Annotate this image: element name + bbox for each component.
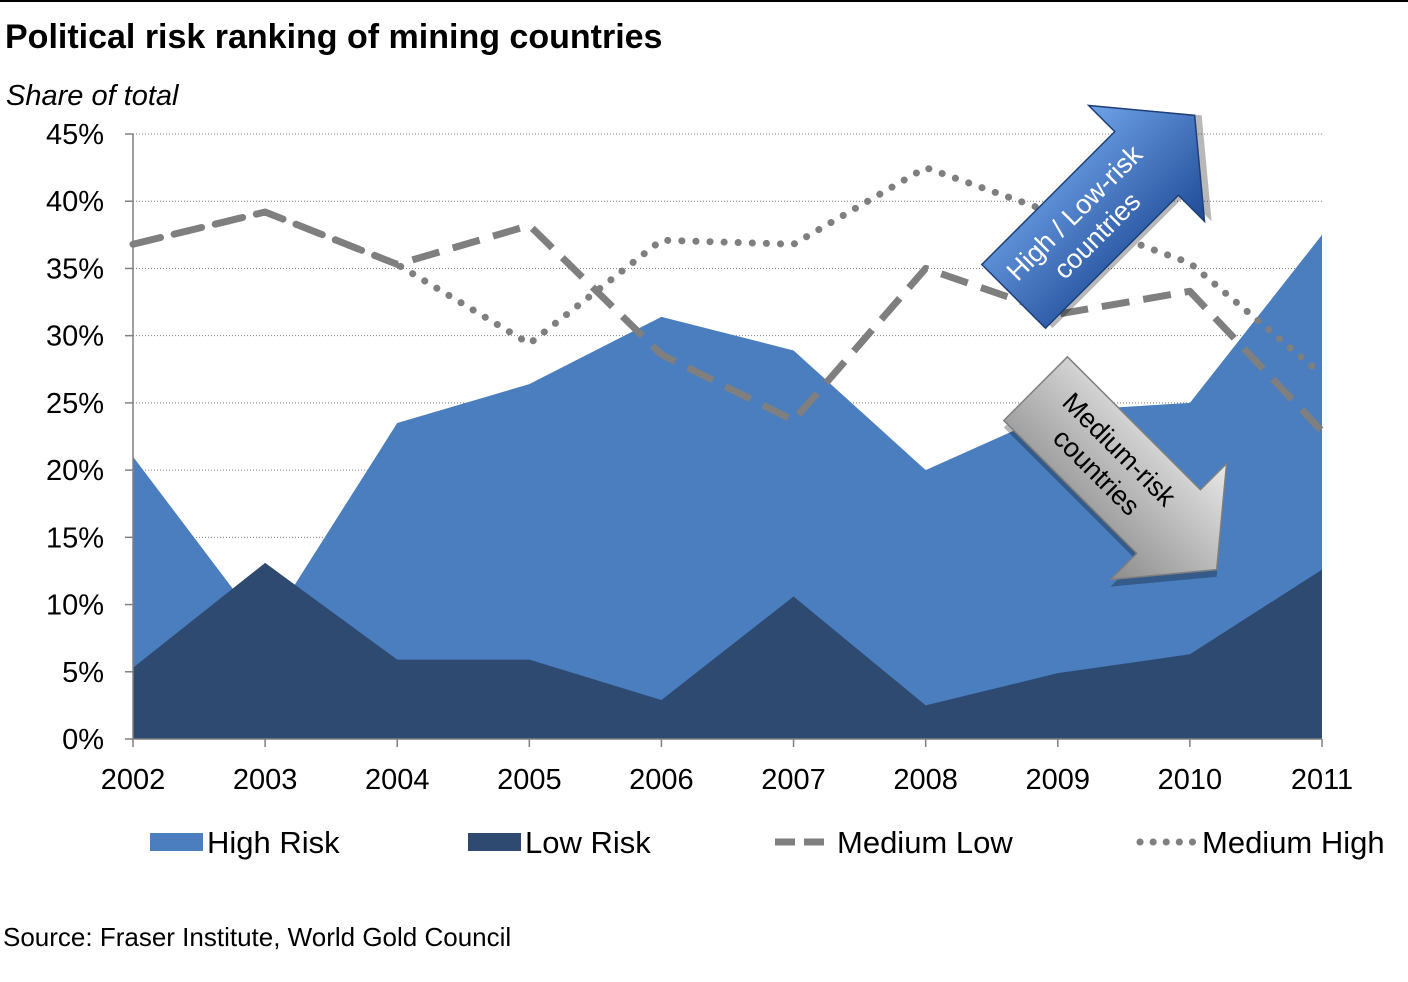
- area-series: [133, 234, 1322, 740]
- x-tick-label: 2011: [1291, 764, 1353, 796]
- y-tick-label: 20%: [46, 455, 104, 487]
- callout-medium-risk-shape: [1002, 355, 1228, 581]
- top-rule: [0, 0, 1408, 2]
- axes: 0% 5% 10% 15% 20% 25% 30% 35% 40% 45% 2002 2003 2004…: [46, 119, 1353, 796]
- source-note: Source: Fraser Institute, World Gold Cou…: [3, 922, 512, 952]
- y-tick-label: 35%: [46, 253, 104, 285]
- x-tick-label: 2010: [1158, 764, 1223, 796]
- x-tick-label: 2007: [761, 764, 826, 796]
- legend: High Risk Low Risk Medium Low Medium High: [150, 825, 1385, 860]
- chart-title: Political risk ranking of mining countri…: [5, 18, 663, 56]
- x-tick-label: 2006: [629, 764, 694, 796]
- y-tick-label: 10%: [46, 590, 104, 622]
- legend-swatch-low-risk: [468, 833, 521, 851]
- legend-label-medium-high: Medium High: [1202, 825, 1385, 860]
- x-tick-label: 2009: [1026, 764, 1091, 796]
- x-tick-label: 2008: [893, 764, 958, 796]
- legend-label-medium-low: Medium Low: [837, 825, 1013, 860]
- y-tick-label: 40%: [46, 186, 104, 218]
- legend-label-low-risk: Low Risk: [525, 825, 651, 860]
- line-series: [129, 164, 1326, 434]
- line-medium-high: [129, 164, 1326, 379]
- area-high-risk: [133, 234, 1322, 740]
- y-tick-label: 0%: [62, 724, 104, 756]
- x-tick-label: 2004: [365, 764, 430, 796]
- x-tick-label: 2003: [233, 764, 298, 796]
- y-tick-label: 45%: [46, 119, 104, 151]
- axis-unit-label: Share of total: [6, 80, 179, 112]
- y-tick-label: 30%: [46, 321, 104, 353]
- area-low-risk: [133, 562, 1322, 739]
- x-tick-label: 2002: [101, 764, 166, 796]
- callout-high-low-risk-shape: [980, 104, 1206, 330]
- line-medium-low: [132, 208, 1325, 434]
- y-tick-label: 15%: [46, 522, 104, 554]
- legend-label-high-risk: High Risk: [207, 825, 340, 860]
- x-tick-label: 2005: [497, 764, 562, 796]
- y-tick-label: 5%: [62, 657, 104, 689]
- y-tick-label: 25%: [46, 388, 104, 420]
- legend-swatch-high-risk: [150, 833, 203, 851]
